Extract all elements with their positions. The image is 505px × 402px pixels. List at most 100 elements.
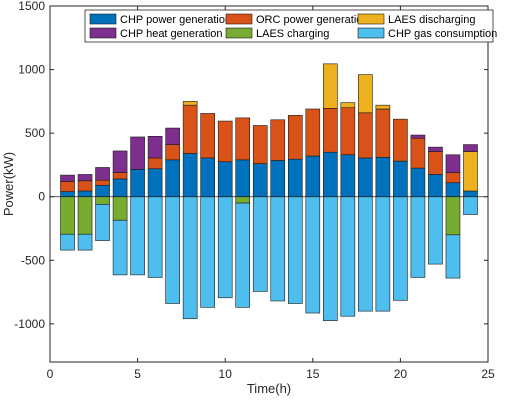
y-tick-label: 0 xyxy=(38,190,45,204)
bar-series-0-x21 xyxy=(410,167,426,198)
bar-series-1-x16 xyxy=(323,108,338,153)
bar-series-0-x7 xyxy=(165,159,180,198)
bar-series-5-x23 xyxy=(445,234,461,279)
bar-series-0-x19 xyxy=(375,157,391,198)
bar-series-0-x4 xyxy=(112,178,128,198)
bar-series-0-x3 xyxy=(95,184,110,198)
bar-series-5-x10 xyxy=(217,196,233,299)
bar-series-1-x14 xyxy=(287,115,303,160)
bar-series-4-x4 xyxy=(112,196,128,221)
x-tick-label: 5 xyxy=(134,367,141,381)
bar-series-1-x12 xyxy=(252,125,268,164)
bar-series-0-x17 xyxy=(340,154,356,198)
legend-swatch-0 xyxy=(89,13,117,25)
bar-series-3-x21 xyxy=(410,134,426,139)
bar-series-0-x11 xyxy=(235,159,251,198)
bar-series-2-x24 xyxy=(463,151,478,192)
bar-series-1-x9 xyxy=(200,113,215,159)
bar-series-0-x23 xyxy=(445,182,461,198)
x-tick-label: 10 xyxy=(219,367,233,381)
bar-series-0-x18 xyxy=(358,157,373,198)
bar-series-5-x6 xyxy=(147,196,163,278)
bar-series-5-x4 xyxy=(112,219,128,276)
bar-series-5-x3 xyxy=(95,204,110,241)
legend-swatch-3 xyxy=(89,27,117,39)
bar-series-1-x19 xyxy=(375,108,391,158)
y-tick-label: -500 xyxy=(21,253,45,267)
bar-series-0-x8 xyxy=(182,153,198,198)
bar-series-3-x22 xyxy=(428,146,443,152)
bar-series-4-x1 xyxy=(60,196,75,235)
bar-series-5-x9 xyxy=(200,196,215,308)
bar-series-5-x24 xyxy=(463,196,478,215)
x-axis-label: Time(h) xyxy=(247,381,291,396)
plot-frame xyxy=(49,5,489,363)
bar-series-1-x20 xyxy=(393,118,408,162)
x-tick-label: 25 xyxy=(481,367,495,381)
bar-series-3-x3 xyxy=(95,167,110,181)
bar-series-1-x18 xyxy=(358,112,373,159)
bar-series-1-x13 xyxy=(270,119,286,161)
bar-series-5-x7 xyxy=(165,196,180,304)
bar-series-1-x11 xyxy=(235,117,251,161)
y-tick-label: 1500 xyxy=(18,0,45,13)
bar-series-5-x2 xyxy=(77,233,93,251)
bar-series-0-x9 xyxy=(200,157,215,198)
bar-series-3-x1 xyxy=(60,174,75,182)
bar-series-1-x3 xyxy=(95,179,110,186)
bar-series-4-x11 xyxy=(235,196,251,204)
bar-series-1-x6 xyxy=(147,157,163,170)
bar-series-3-x7 xyxy=(165,127,180,145)
bar-series-0-x12 xyxy=(252,163,268,198)
bar-series-3-x2 xyxy=(77,174,93,182)
bar-series-0-x20 xyxy=(393,160,408,198)
bar-series-1-x1 xyxy=(60,181,75,192)
bar-series-5-x1 xyxy=(60,233,75,251)
bar-series-0-x13 xyxy=(270,160,286,198)
bar-series-0-x2 xyxy=(77,190,93,198)
bar-series-5-x21 xyxy=(410,196,426,278)
bar-series-2-x16 xyxy=(323,63,338,109)
bar-series-5-x16 xyxy=(323,196,338,321)
bar-series-3-x4 xyxy=(112,150,128,173)
bar-series-0-x1 xyxy=(60,191,75,198)
legend-label-5: CHP gas consumption xyxy=(388,28,497,40)
bar-series-1-x7 xyxy=(165,144,180,161)
bar-series-0-x15 xyxy=(305,155,321,198)
y-tick-label: 1000 xyxy=(18,63,45,77)
bar-series-0-x10 xyxy=(217,161,233,198)
bar-series-4-x23 xyxy=(445,196,461,236)
bar-series-1-x8 xyxy=(182,104,198,154)
x-tick-label: 0 xyxy=(47,367,54,381)
y-tick-label: -1000 xyxy=(14,317,45,331)
bar-series-5-x11 xyxy=(235,202,251,308)
bar-series-0-x16 xyxy=(323,151,338,198)
legend-label-4: LAES charging xyxy=(256,28,329,40)
bar-series-5-x12 xyxy=(252,196,268,292)
bar-series-3-x5 xyxy=(130,136,145,170)
bars-layer xyxy=(50,63,488,321)
bar-series-3-x23 xyxy=(445,154,461,173)
bar-series-2-x17 xyxy=(340,102,356,109)
bar-series-1-x10 xyxy=(217,120,233,163)
bar-series-1-x17 xyxy=(340,107,356,156)
bar-series-0-x14 xyxy=(287,158,303,198)
bar-series-5-x8 xyxy=(182,196,198,320)
legend-label-3: CHP heat generation xyxy=(120,28,223,40)
bar-series-5-x17 xyxy=(340,196,356,317)
bar-series-5-x5 xyxy=(130,196,145,276)
bar-series-0-x22 xyxy=(428,174,443,198)
bar-series-3-x6 xyxy=(147,136,163,159)
legend-swatch-2 xyxy=(357,13,385,25)
bar-series-0-x5 xyxy=(130,169,145,198)
bar-series-4-x2 xyxy=(77,196,93,235)
y-tick-label: 500 xyxy=(25,126,45,140)
bar-series-1-x2 xyxy=(77,180,93,192)
bar-series-1-x21 xyxy=(410,137,426,169)
ticks-layer: 0 5 10 15 20 25 -1000 -500 0 500 1000 1500 xyxy=(14,0,495,381)
y-axis-label: Power(kW) xyxy=(1,152,16,216)
legend-swatch-5 xyxy=(357,27,385,39)
bar-series-3-x24 xyxy=(463,144,478,152)
